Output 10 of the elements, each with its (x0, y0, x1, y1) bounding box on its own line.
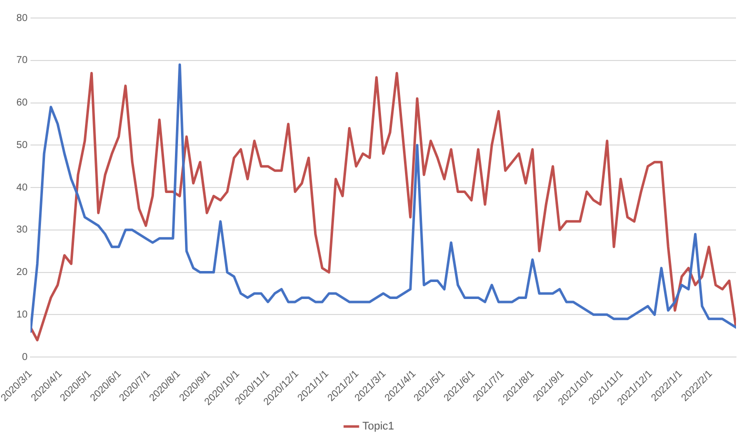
legend-label: Topic1 (362, 420, 394, 433)
y-tick-label: 70 (16, 55, 28, 66)
y-tick-label: 50 (16, 140, 28, 151)
y-tick-label: 80 (16, 12, 28, 24)
y-tick-label: 60 (16, 98, 28, 109)
y-tick-label: 20 (16, 267, 28, 278)
y-tick-label: 30 (16, 224, 28, 236)
y-tick-label: 0 (22, 352, 28, 363)
y-tick-label: 10 (16, 309, 28, 320)
y-tick-label: 40 (16, 182, 28, 194)
